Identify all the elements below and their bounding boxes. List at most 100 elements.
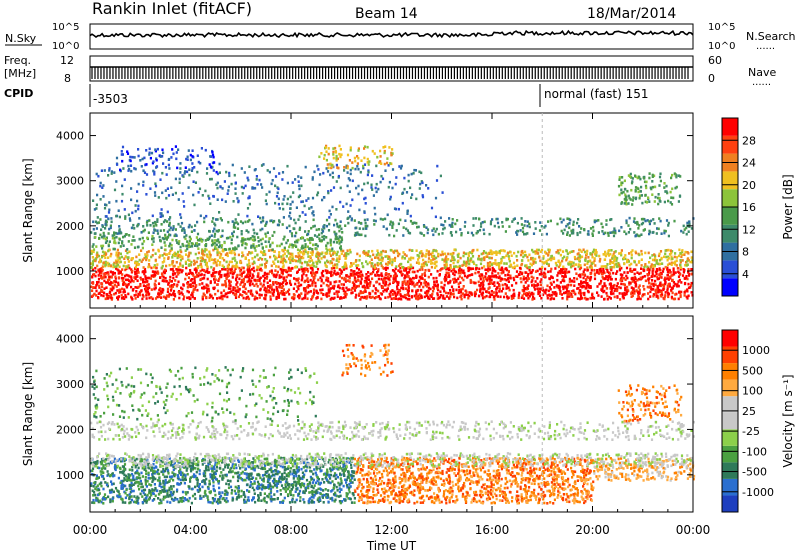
data-cell [264,287,266,290]
data-cell [680,296,682,299]
data-cell [562,286,564,289]
data-cell [505,292,507,295]
data-cell [548,294,550,297]
data-cell [118,230,120,233]
data-cell [213,267,215,270]
data-cell [286,203,288,206]
data-cell [584,297,586,300]
data-cell [667,285,669,288]
data-cell [430,273,432,276]
data-cell [165,265,167,268]
data-cell [242,254,244,257]
data-cell [651,288,653,291]
data-cell [281,249,283,252]
data-cell [161,223,163,226]
data-cell [647,279,649,282]
data-cell [325,244,327,247]
data-cell [162,280,164,283]
data-cell [594,274,596,277]
data-cell [95,245,97,248]
data-cell [554,267,556,270]
data-cell [304,239,306,242]
data-cell [551,283,553,286]
data-cell [313,291,315,294]
data-cell [307,264,309,267]
data-cell [576,232,578,235]
data-cell [381,256,383,259]
data-cell [130,286,132,289]
data-cell [158,282,160,285]
data-cell [228,172,230,175]
data-cell [409,278,411,281]
data-cell [173,298,175,301]
data-cell [321,253,323,256]
data-cell [492,275,494,278]
data-cell [391,264,393,267]
data-cell [254,296,256,299]
data-cell [105,298,107,301]
data-cell [154,288,156,291]
data-cell [508,296,510,299]
data-cell [592,234,594,237]
data-cell [678,298,680,301]
data-cell [555,294,557,297]
data-cell [141,231,143,234]
data-cell [444,266,446,269]
data-cell [107,262,109,265]
data-cell [509,289,511,292]
data-cell [159,178,161,181]
data-cell [195,253,197,256]
data-cell [180,246,182,249]
data-cell [304,261,306,264]
data-cell [349,280,351,283]
data-cell [99,258,101,261]
data-cell [550,220,552,223]
data-cell [111,289,113,292]
data-cell [215,248,217,251]
data-cell [642,285,644,288]
data-cell [166,294,168,297]
data-cell [678,249,680,252]
data-cell [491,290,493,293]
data-cell [159,254,161,257]
data-cell [394,257,396,260]
data-cell [370,184,372,187]
data-cell [464,225,466,228]
data-cell [282,285,284,288]
data-cell [633,288,635,291]
data-cell [157,272,159,275]
data-cell [156,267,158,270]
data-cell [196,236,198,239]
data-cell [94,232,96,235]
data-cell [117,298,119,301]
data-cell [517,251,519,254]
data-cell [572,229,574,232]
data-cell [96,227,98,230]
data-cell [633,217,635,220]
data-cell [330,244,332,247]
data-cell [105,220,107,223]
data-cell [397,291,399,294]
data-cell [171,239,173,242]
date-title: 18/Mar/2014 [587,6,676,22]
data-cell [293,287,295,290]
data-cell [193,204,195,207]
data-cell [673,273,675,276]
data-cell [269,245,271,248]
data-cell [156,229,158,232]
data-cell [559,249,561,252]
data-cell [105,276,107,279]
data-cell [512,266,514,269]
data-cell [563,292,565,295]
data-cell [253,270,255,273]
data-cell [380,175,382,178]
data-cell [230,284,232,287]
data-cell [128,234,130,237]
data-cell [598,231,600,234]
data-cell [663,298,665,301]
data-cell [274,258,276,261]
data-cell [560,268,562,271]
data-cell [158,289,160,292]
data-cell [658,268,660,271]
data-cell [593,249,595,252]
